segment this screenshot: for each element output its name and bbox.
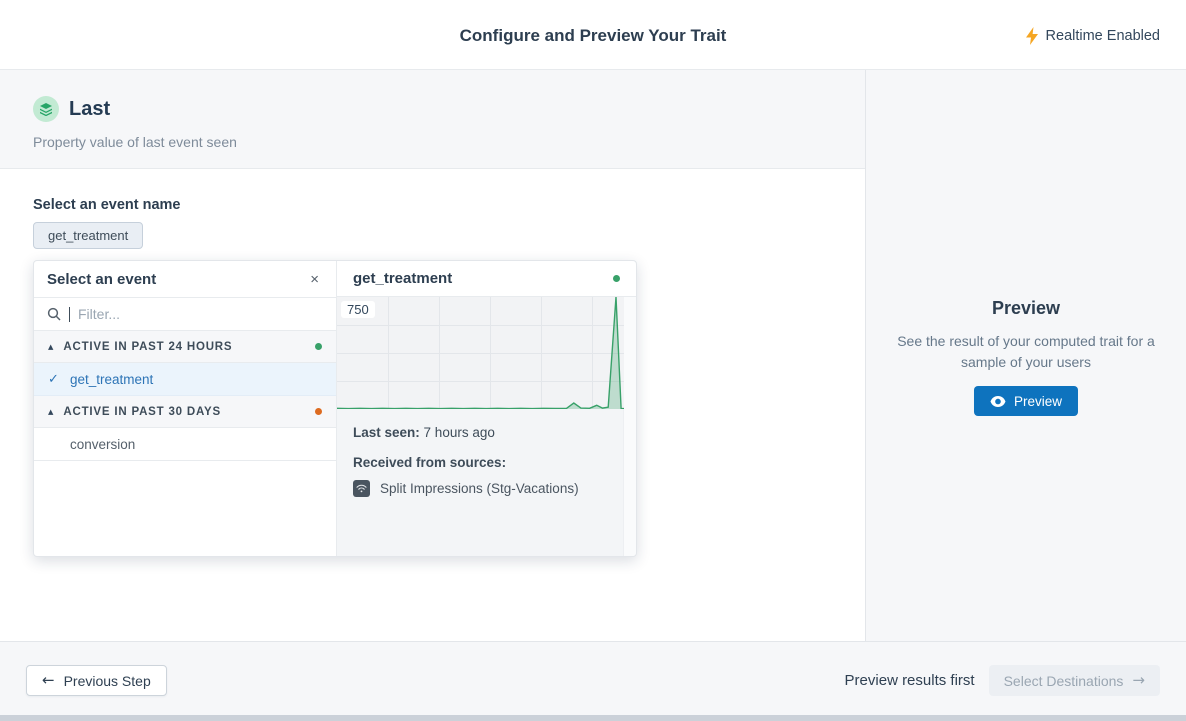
arrow-right-icon: →: [1132, 671, 1145, 689]
last-seen-value: 7 hours ago: [423, 425, 495, 440]
main-content: Last Property value of last event seen S…: [0, 70, 865, 641]
layers-icon: [33, 96, 59, 122]
select-destinations-button[interactable]: Select Destinations →: [988, 665, 1160, 696]
event-status-dot: [613, 275, 620, 282]
page-title: Configure and Preview Your Trait: [459, 26, 727, 45]
arrow-left-icon: ←: [42, 671, 55, 689]
event-volume-chart: 750: [336, 296, 624, 410]
event-detail-panel: get_treatment 750 Last seen: 7 hours ago…: [336, 261, 636, 556]
event-item-conversion[interactable]: conversion: [34, 428, 336, 461]
close-icon[interactable]: ×: [310, 270, 319, 288]
footer-bar: ← Previous Step Preview results first Se…: [0, 641, 1186, 721]
trait-name: Last: [69, 97, 111, 120]
preview-first-hint: Preview results first: [844, 672, 975, 689]
sources-label: Received from sources:: [353, 455, 507, 470]
group-header-24h[interactable]: ▲ ACTIVE IN PAST 24 HOURS: [34, 331, 336, 363]
last-seen-label: Last seen:: [353, 425, 420, 440]
collapse-triangle-icon[interactable]: ▲: [48, 342, 54, 351]
preview-button[interactable]: Preview: [973, 386, 1079, 416]
scrollbar-track[interactable]: [623, 297, 636, 556]
realtime-label: Realtime Enabled: [1045, 28, 1160, 44]
preview-button-label: Preview: [1013, 393, 1063, 409]
group-header-30d[interactable]: ▲ ACTIVE IN PAST 30 DAYS: [34, 396, 336, 428]
filter-row: [34, 297, 336, 331]
y-axis-tick: 750: [341, 301, 375, 318]
filter-input[interactable]: [78, 306, 278, 322]
previous-step-label: Previous Step: [63, 672, 151, 689]
window-bottom-edge: [0, 715, 1186, 721]
popover-title: Select an event: [47, 270, 157, 288]
check-icon: ✓: [48, 371, 59, 387]
preview-title: Preview: [991, 298, 1061, 318]
event-select-popover: Select an event × ▲ ACTIVE IN PAST 24 HO…: [33, 260, 637, 557]
source-wifi-icon: [353, 480, 370, 497]
status-dot-green: [315, 343, 322, 350]
trait-description: Property value of last event seen: [33, 134, 237, 150]
trait-intro-section: Last Property value of last event seen: [0, 70, 865, 169]
preview-description: See the result of your computed trait fo…: [897, 333, 1155, 370]
status-dot-orange: [315, 408, 322, 415]
source-row: Split Impressions (Stg-Vacations): [353, 480, 608, 497]
realtime-status: Realtime Enabled: [1025, 27, 1160, 45]
lightning-icon: [1025, 27, 1039, 45]
event-item-get-treatment[interactable]: ✓ get_treatment: [34, 363, 336, 396]
text-caret: [69, 306, 70, 322]
top-header: Configure and Preview Your Trait Realtim…: [0, 0, 1186, 70]
eye-icon: [990, 395, 1006, 407]
event-name-label: Select an event name: [33, 197, 181, 213]
previous-step-button[interactable]: ← Previous Step: [26, 665, 167, 696]
event-list-panel: Select an event × ▲ ACTIVE IN PAST 24 HO…: [34, 261, 337, 556]
detail-event-name: get_treatment: [353, 270, 453, 287]
event-detail-info: Last seen: 7 hours ago Received from sou…: [337, 409, 624, 513]
source-name: Split Impressions (Stg-Vacations): [380, 481, 579, 496]
search-icon: [47, 307, 61, 321]
area-chart: [336, 296, 624, 410]
selected-event-chip[interactable]: get_treatment: [33, 222, 144, 249]
select-destinations-label: Select Destinations: [1003, 672, 1124, 689]
collapse-triangle-icon[interactable]: ▲: [48, 407, 54, 416]
preview-sidebar: Preview See the result of your computed …: [865, 70, 1186, 641]
